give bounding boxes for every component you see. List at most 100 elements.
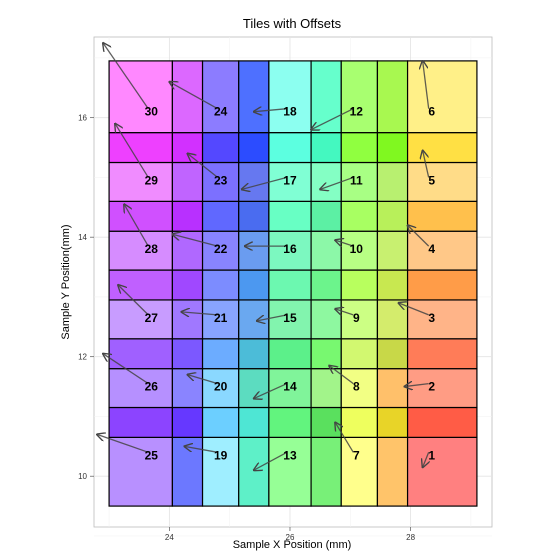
tile-cell — [406, 436, 478, 507]
tile-cell — [171, 60, 204, 134]
tile-label: 20 — [214, 380, 228, 394]
tile-cell — [340, 269, 379, 301]
tile-cell — [171, 436, 204, 507]
tile-cell — [340, 338, 379, 370]
tile-cell — [171, 269, 204, 301]
tile-cell — [268, 338, 312, 370]
tile-cell — [268, 230, 312, 271]
tile-cell — [310, 60, 342, 134]
tile-cell — [201, 60, 240, 134]
offset-arrow — [187, 154, 219, 178]
tile-cell — [108, 436, 173, 507]
tile-cell — [171, 368, 204, 409]
tile-cell — [108, 299, 173, 340]
tile-cell — [340, 200, 379, 232]
tile-label: 17 — [283, 173, 297, 187]
tile-cell — [268, 269, 312, 301]
offset-arrow — [187, 375, 218, 385]
tile-cell — [406, 338, 478, 370]
offset-arrow — [118, 285, 149, 316]
offset-arrow — [408, 225, 430, 247]
tile-cell — [268, 200, 312, 232]
offset-arrow — [423, 61, 430, 109]
tile-cell — [268, 406, 312, 438]
tile-cell — [310, 200, 342, 232]
tile-cell — [238, 406, 270, 438]
tile-cell — [340, 230, 379, 271]
tile-cell — [238, 338, 270, 370]
tile-cell — [238, 436, 270, 507]
tile-cell — [310, 230, 342, 271]
offset-arrow — [399, 303, 429, 316]
tile-cell — [406, 161, 478, 202]
tile-cell — [406, 269, 478, 301]
tile-label: 8 — [353, 380, 360, 394]
tile-cell — [268, 60, 312, 134]
tile-cell — [238, 60, 270, 134]
tile-cell — [201, 269, 240, 301]
chart-title: Tiles with Offsets — [243, 16, 342, 31]
offset-arrow — [242, 176, 288, 189]
tile-cell — [376, 406, 409, 438]
tile-label: 18 — [283, 105, 297, 119]
tile-cell — [201, 132, 240, 164]
tile-labels: 1234567891011121314151617181920212223242… — [145, 105, 436, 463]
tile-cell — [310, 338, 342, 370]
tile-cell — [310, 161, 342, 202]
tile-label: 22 — [214, 242, 228, 256]
y-tick-label: 12 — [78, 353, 87, 362]
axes: 24 26 28 10 12 14 16 — [78, 114, 415, 542]
tile-label: 2 — [428, 380, 435, 394]
tile-cell — [171, 161, 204, 202]
tile-cell — [310, 269, 342, 301]
y-tick-label: 16 — [78, 114, 87, 123]
tile-cell — [108, 60, 173, 134]
tile-cell — [340, 406, 379, 438]
tile-cell — [171, 230, 204, 271]
tile-cell — [238, 132, 270, 164]
offset-arrow — [103, 354, 149, 385]
tile-layer — [108, 60, 478, 507]
tile-cell — [376, 230, 409, 271]
tile-label: 1 — [428, 448, 435, 462]
offset-arrow — [335, 309, 354, 315]
offset-arrow — [320, 176, 354, 189]
tile-cell — [108, 161, 173, 202]
tile-label: 6 — [428, 105, 435, 119]
tile-cell — [201, 406, 240, 438]
tile-cell — [108, 368, 173, 409]
tile-cell — [310, 368, 342, 409]
tile-cell — [201, 299, 240, 340]
offset-arrow — [423, 151, 430, 178]
tile-cell — [171, 338, 204, 370]
tile-label: 16 — [283, 242, 297, 256]
tile-cell — [201, 338, 240, 370]
tile-label: 13 — [283, 448, 297, 462]
offset-arrow — [103, 43, 149, 110]
y-tick-label: 14 — [78, 233, 87, 242]
tile-label: 15 — [283, 311, 297, 325]
tile-cell — [310, 132, 342, 164]
tile-cell — [238, 269, 270, 301]
tile-cell — [238, 230, 270, 271]
offset-arrow — [257, 314, 288, 321]
y-axis-label: Sample Y Position(mm) — [60, 224, 72, 339]
offset-arrow — [181, 312, 218, 315]
tile-cell — [201, 368, 240, 409]
tile-cell — [406, 60, 478, 134]
tile-cell — [108, 230, 173, 271]
tile-label: 29 — [145, 173, 159, 187]
tile-label: 11 — [350, 173, 363, 187]
tile-cell — [406, 132, 478, 164]
tile-label: 28 — [145, 242, 159, 256]
offset-arrow — [115, 124, 149, 178]
tile-cell — [376, 338, 409, 370]
tile-label: 30 — [145, 105, 159, 119]
tile-cell — [406, 406, 478, 438]
x-tick-label: 24 — [165, 533, 174, 542]
tile-label: 19 — [214, 448, 228, 462]
tile-cell — [108, 200, 173, 232]
tile-label: 10 — [350, 242, 364, 256]
tile-cell — [376, 60, 409, 134]
